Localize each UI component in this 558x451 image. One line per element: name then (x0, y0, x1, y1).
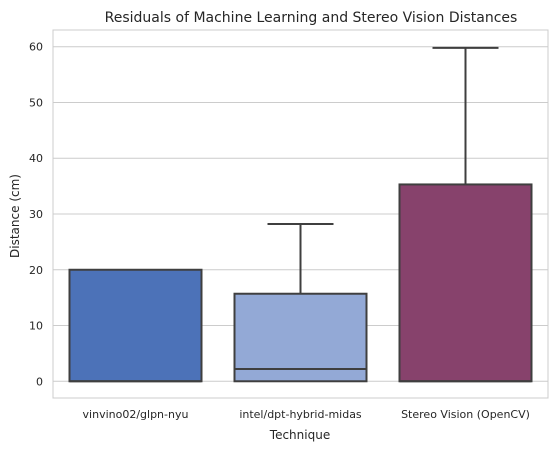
x-tick-label: Stereo Vision (OpenCV) (401, 408, 530, 421)
y-tick-label: 10 (29, 320, 43, 333)
y-tick-label: 50 (29, 96, 43, 109)
y-tick-label: 40 (29, 152, 43, 165)
box (398, 183, 533, 383)
plot-area (52, 29, 549, 399)
y-tick-label: 60 (29, 41, 43, 54)
x-tick-label: vinvino02/glpn-nyu (83, 408, 189, 421)
x-axis-label: Technique (269, 428, 330, 442)
box (68, 268, 203, 383)
box (233, 292, 368, 383)
chart-title: Residuals of Machine Learning and Stereo… (105, 10, 518, 26)
y-tick-label: 20 (29, 264, 43, 277)
y-axis-ticks: 0 10 20 30 40 50 60 (29, 41, 43, 389)
box-group (68, 268, 203, 383)
box-group (233, 223, 368, 383)
boxes (68, 46, 533, 383)
x-tick-label: intel/dpt-hybrid-midas (239, 408, 362, 421)
x-axis-ticks: vinvino02/glpn-nyu intel/dpt-hybrid-midas… (83, 408, 530, 421)
box-group (398, 46, 533, 383)
y-tick-label: 30 (29, 208, 43, 221)
y-axis-label: Distance (cm) (8, 174, 22, 258)
y-tick-label: 0 (36, 375, 43, 388)
